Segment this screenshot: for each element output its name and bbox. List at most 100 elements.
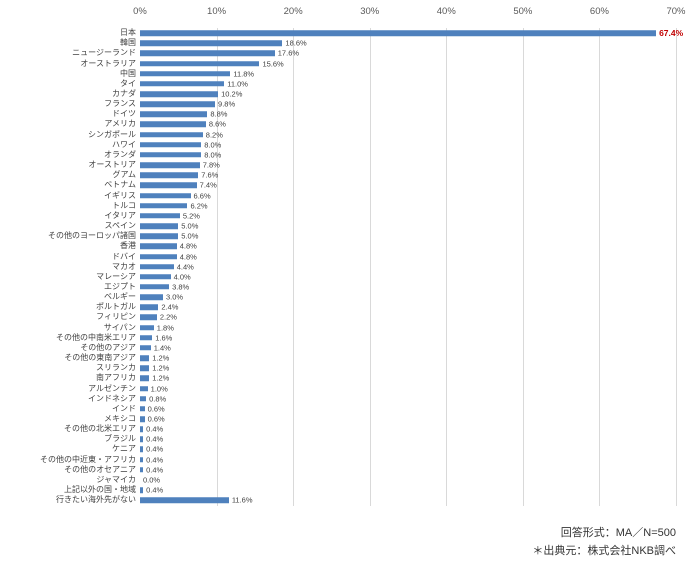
chart-row: サイパン 1.8% — [0, 323, 676, 333]
chart-row: ベルギー 3.0% — [0, 292, 676, 302]
category-label: ベトナム — [104, 180, 136, 190]
chart-row: ハワイ 8.0% — [0, 140, 676, 150]
value-label: 6.6% — [193, 190, 211, 200]
chart-row: アメリカ 8.6% — [0, 119, 676, 129]
category-label: トルコ — [112, 200, 136, 210]
value-label: 8.2% — [205, 129, 223, 139]
value-label: 0.0% — [143, 475, 161, 485]
category-label: その他の中南米エリア — [56, 332, 136, 342]
x-axis-tick: 30% — [360, 6, 380, 17]
value-label: 1.2% — [152, 353, 170, 363]
value-label: 0.4% — [146, 465, 164, 475]
value-label: 0.8% — [149, 393, 167, 403]
value-label: 5.2% — [182, 211, 200, 221]
x-axis-tick: 20% — [283, 6, 303, 17]
bar — [140, 284, 170, 290]
chart-row: ドバイ 4.8% — [0, 251, 676, 261]
category-label: メキシコ — [104, 414, 136, 424]
category-label: イタリア — [104, 210, 136, 220]
bar — [140, 456, 144, 463]
bar-track: 0.8% — [140, 394, 676, 404]
chart-row: 香港 4.8% — [0, 241, 676, 251]
chart-row: カナダ 10.2% — [0, 89, 676, 99]
category-label: 行きたい海外先がない — [56, 495, 136, 505]
bar — [140, 365, 150, 371]
value-label: 2.2% — [159, 312, 177, 322]
bar-track: 8.0% — [140, 150, 676, 160]
bar — [140, 91, 219, 97]
bar-track: 4.8% — [140, 241, 676, 251]
bar-track: 7.4% — [140, 180, 676, 190]
bar — [140, 335, 153, 341]
bar — [140, 345, 151, 351]
bar-track: 4.8% — [140, 251, 676, 261]
chart-row: 南アフリカ 1.2% — [0, 373, 676, 383]
chart-row: オーストリア 7.8% — [0, 160, 676, 170]
bar-track: 1.4% — [140, 343, 676, 353]
bar — [140, 152, 202, 158]
bar-track: 0.4% — [140, 485, 676, 495]
bar — [140, 223, 179, 229]
category-label: シンガポール — [88, 129, 136, 139]
bar — [140, 253, 177, 260]
value-label: 15.6% — [262, 58, 284, 68]
category-label: その他の北米エリア — [64, 424, 136, 434]
category-label: その他のヨーロッパ諸国 — [48, 231, 136, 241]
chart-row: スペイン 5.0% — [0, 221, 676, 231]
chart-row: インドネシア 0.8% — [0, 394, 676, 404]
value-label: 18.6% — [285, 38, 307, 48]
footer: 回答形式：MA／N=500 ＊出典元：株式会社NKB調べ — [532, 524, 676, 561]
chart-row: オーストラリア 15.6% — [0, 58, 676, 68]
chart-row: その他の北米エリア 0.4% — [0, 424, 676, 434]
bar-track: 8.2% — [140, 130, 676, 140]
gridline — [216, 28, 218, 506]
bar-track: 0.4% — [140, 465, 676, 475]
bar-track: 0.6% — [140, 404, 676, 414]
bar — [140, 436, 144, 443]
bar — [140, 60, 260, 67]
chart-row: フランス 9.8% — [0, 99, 676, 109]
chart-row: ケニア 0.4% — [0, 444, 676, 454]
bar-track: 2.2% — [140, 312, 676, 322]
category-label: マレーシア — [96, 271, 136, 281]
gridline — [369, 28, 371, 506]
category-label: フランス — [104, 99, 136, 109]
bar — [140, 131, 203, 138]
x-axis-tick: 40% — [436, 6, 456, 17]
bar-track: 0.4% — [140, 434, 676, 444]
bar — [140, 355, 150, 361]
bar-track: 18.6% — [140, 38, 676, 48]
bar-track: 5.2% — [140, 211, 676, 221]
chart-row: アルゼンチン 1.0% — [0, 383, 676, 393]
category-label: ドバイ — [112, 251, 136, 261]
bar — [140, 40, 283, 46]
bar — [140, 182, 197, 189]
plot-area: 日本 67.4% 韓国 18.6% ニュージーランド 17.6% オーストラリア 15.6% 中… — [0, 28, 683, 506]
bar — [140, 314, 157, 321]
chart-row: その他のオセアニア 0.4% — [0, 465, 676, 475]
chart-row: 行きたい海外先がない 11.6% — [0, 495, 676, 505]
category-label: ジャマイカ — [96, 474, 136, 484]
value-label: 0.4% — [146, 424, 164, 434]
bar — [140, 101, 216, 107]
category-label: ニュージーランド — [72, 48, 136, 58]
chart-row: エジプト 3.8% — [0, 282, 676, 292]
bar-track: 1.6% — [140, 333, 676, 343]
chart-row: 上記以外の国・地域 0.4% — [0, 485, 676, 495]
chart-row: イタリア 5.2% — [0, 211, 676, 221]
chart-row: シンガポール 8.2% — [0, 130, 676, 140]
value-label: 7.6% — [201, 170, 219, 180]
bar-track: 6.6% — [140, 191, 676, 201]
category-label: その他の中近東・アフリカ — [40, 454, 136, 464]
category-label: 南アフリカ — [96, 373, 136, 383]
bar-track: 1.2% — [140, 363, 676, 373]
bar-track: 11.8% — [140, 69, 676, 79]
value-label: 5.0% — [181, 231, 199, 241]
x-axis-tick: 10% — [207, 6, 227, 17]
bar — [140, 416, 145, 422]
bar-track: 5.0% — [140, 231, 676, 241]
category-label: ドイツ — [112, 109, 136, 119]
category-label: 香港 — [120, 241, 136, 251]
chart-row: グアム 7.6% — [0, 170, 676, 180]
